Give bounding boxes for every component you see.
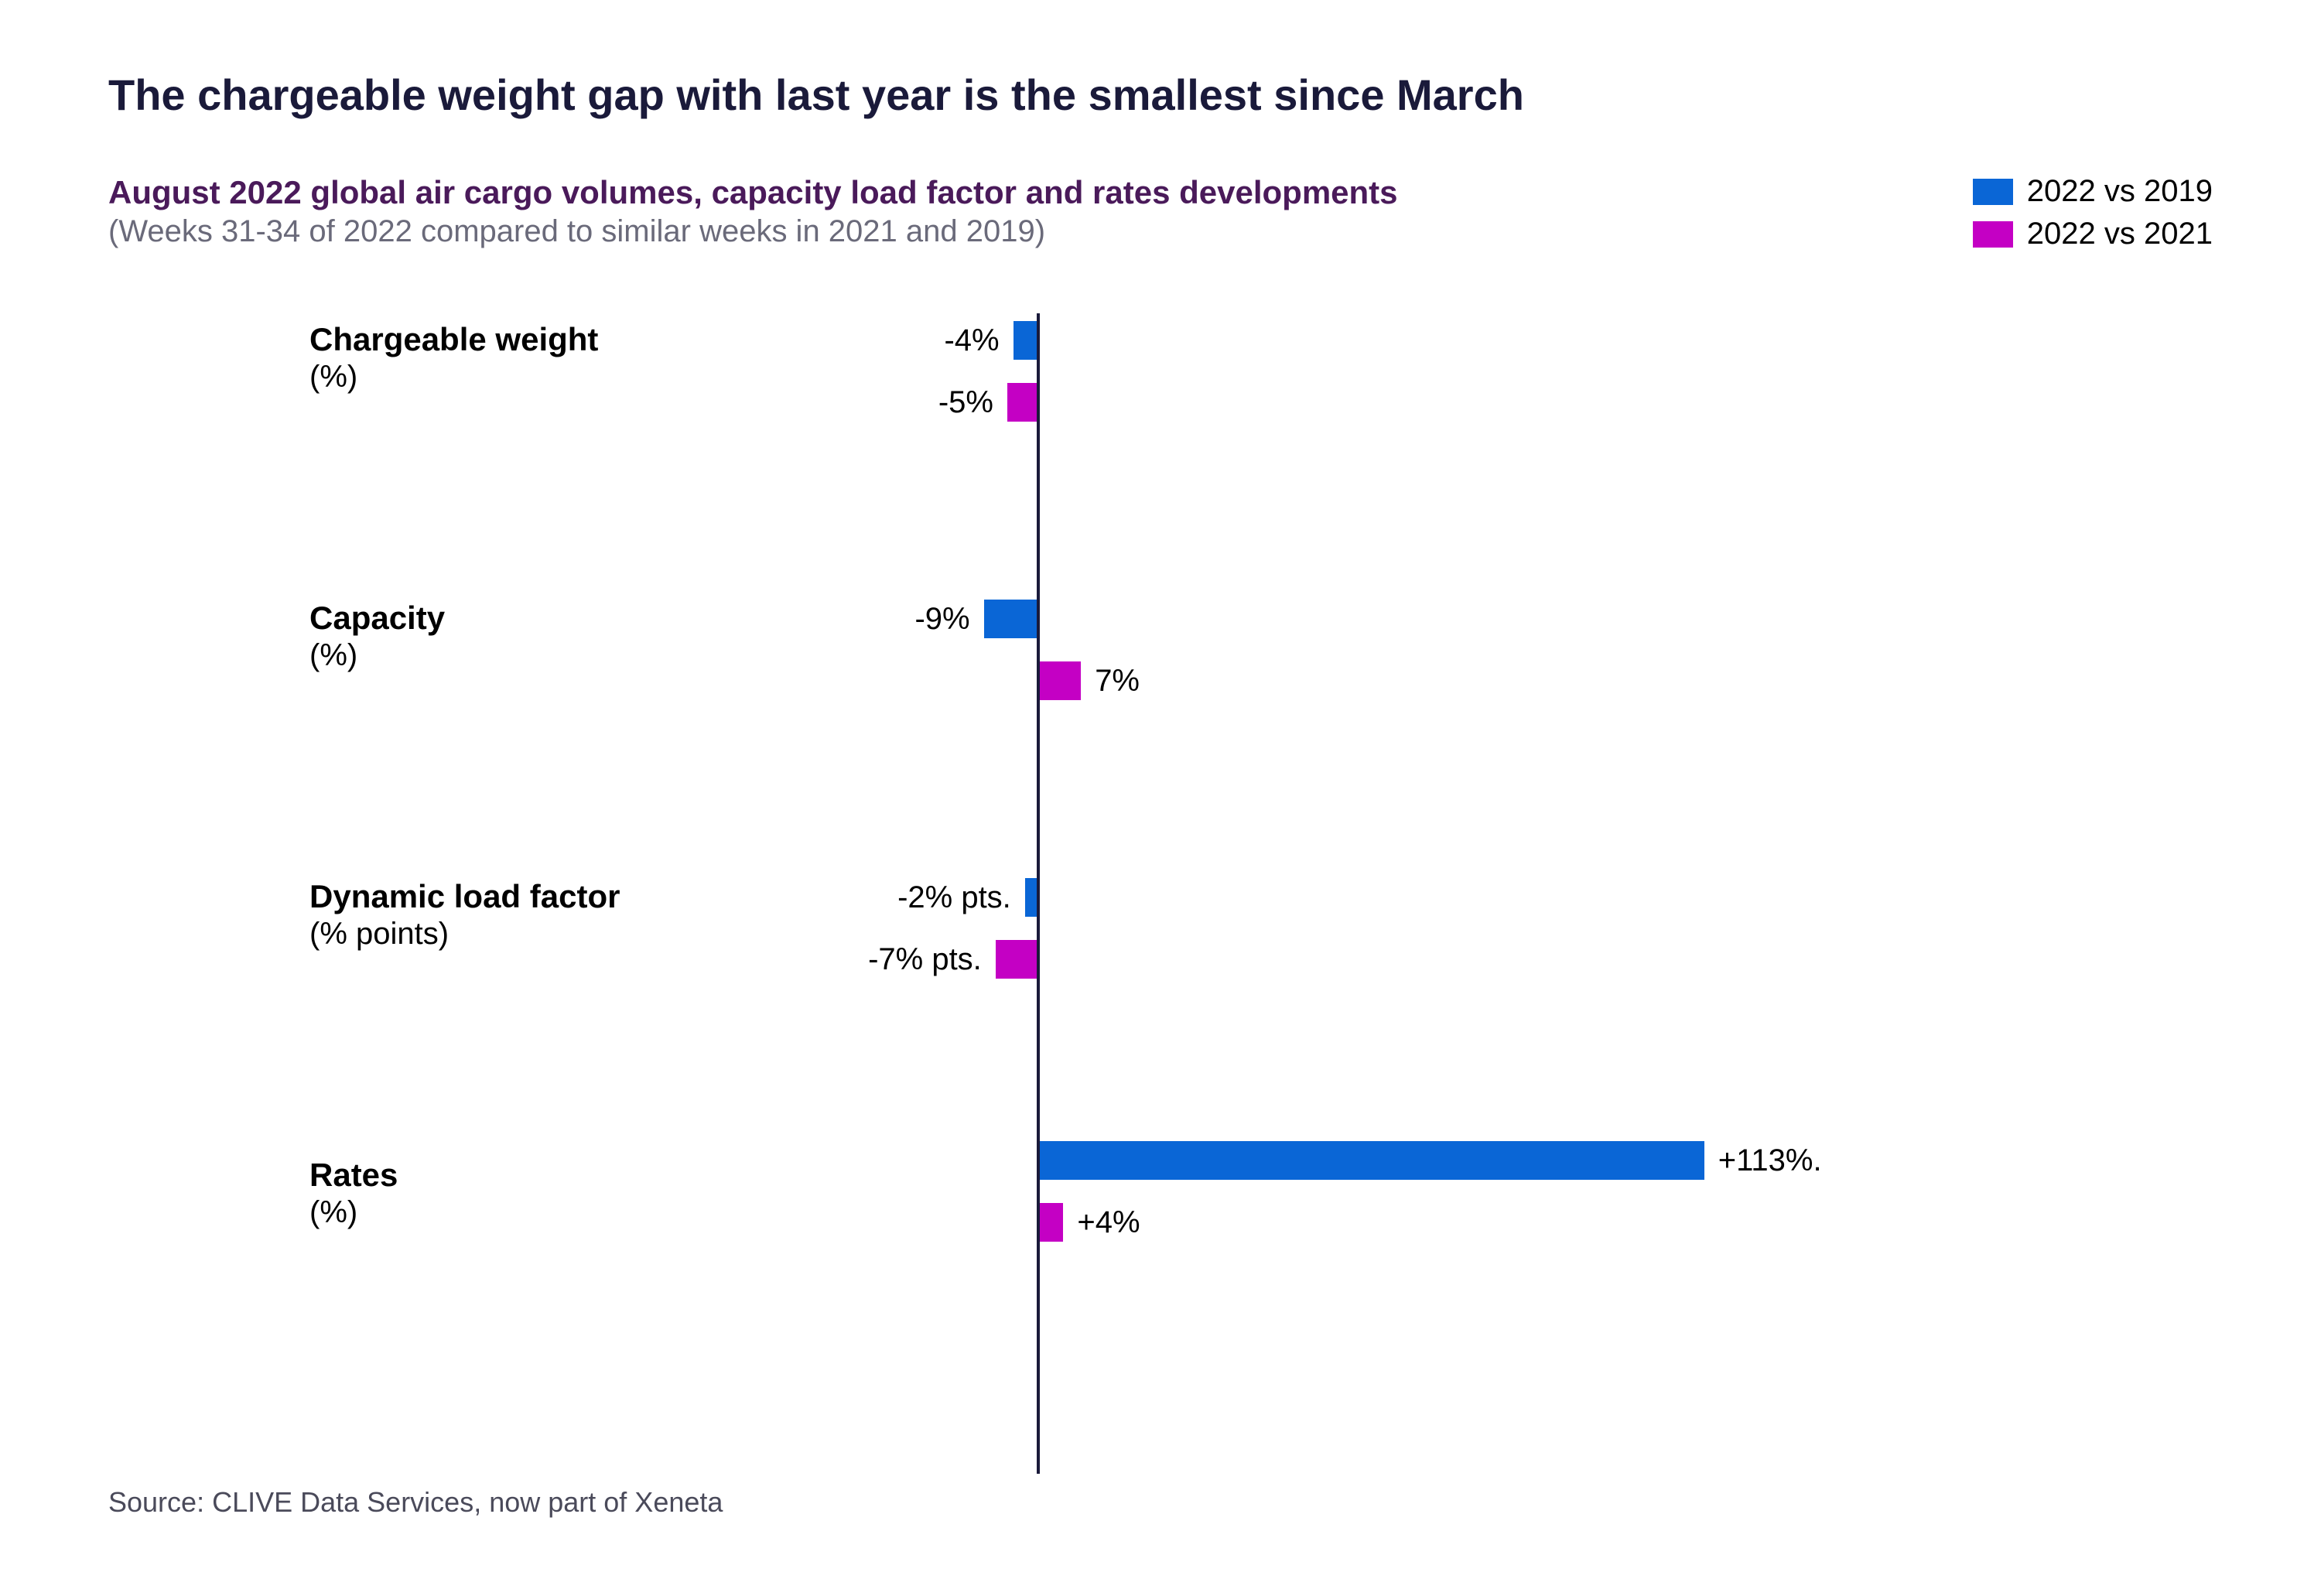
bar [1040,661,1081,700]
legend-label: 2022 vs 2021 [2027,217,2213,251]
bar-value-label: -9% [914,600,969,638]
bar-value-label: +113%. [1718,1141,1822,1180]
bar [1040,1141,1704,1180]
bar-value-label: 7% [1095,661,1140,700]
bar-value-label: -4% [944,321,999,360]
bar [996,940,1037,979]
legend-item: 2022 vs 2019 [1973,174,2213,209]
legend-item: 2022 vs 2021 [1973,217,2213,251]
subtitle-block: August 2022 global air cargo volumes, ca… [108,174,1398,249]
bar-row: -5% [108,383,2213,422]
bar-value-label: -2% pts. [897,878,1011,917]
bar-row: -2% pts. [108,878,2213,917]
bar-value-label: +4% [1077,1203,1140,1242]
bar-row: -4% [108,321,2213,360]
legend: 2022 vs 2019 2022 vs 2021 [1973,174,2213,251]
legend-swatch [1973,221,2013,248]
bar-row: -7% pts. [108,940,2213,979]
bar-row: +4% [108,1203,2213,1242]
legend-swatch [1973,179,2013,205]
bar-row: +113%. [108,1141,2213,1180]
main-title: The chargeable weight gap with last year… [108,70,2213,120]
header-row: August 2022 global air cargo volumes, ca… [108,174,2213,251]
legend-label: 2022 vs 2019 [2027,174,2213,209]
page: The chargeable weight gap with last year… [0,0,2321,1596]
bar-value-label: -5% [938,383,993,422]
source-text: Source: CLIVE Data Services, now part of… [108,1486,723,1519]
chart-area: Chargeable weight(%)-4%-5%Capacity(%)-9%… [108,313,2213,1474]
bar-value-label: -7% pts. [868,940,982,979]
bar [1014,321,1037,360]
bar [1025,878,1037,917]
bar-row: 7% [108,661,2213,700]
bar [1040,1203,1063,1242]
bar [1007,383,1037,422]
subtitle-sub: (Weeks 31-34 of 2022 compared to similar… [108,214,1398,249]
bar-row: -9% [108,600,2213,638]
bar [984,600,1037,638]
subtitle-main: August 2022 global air cargo volumes, ca… [108,174,1398,211]
